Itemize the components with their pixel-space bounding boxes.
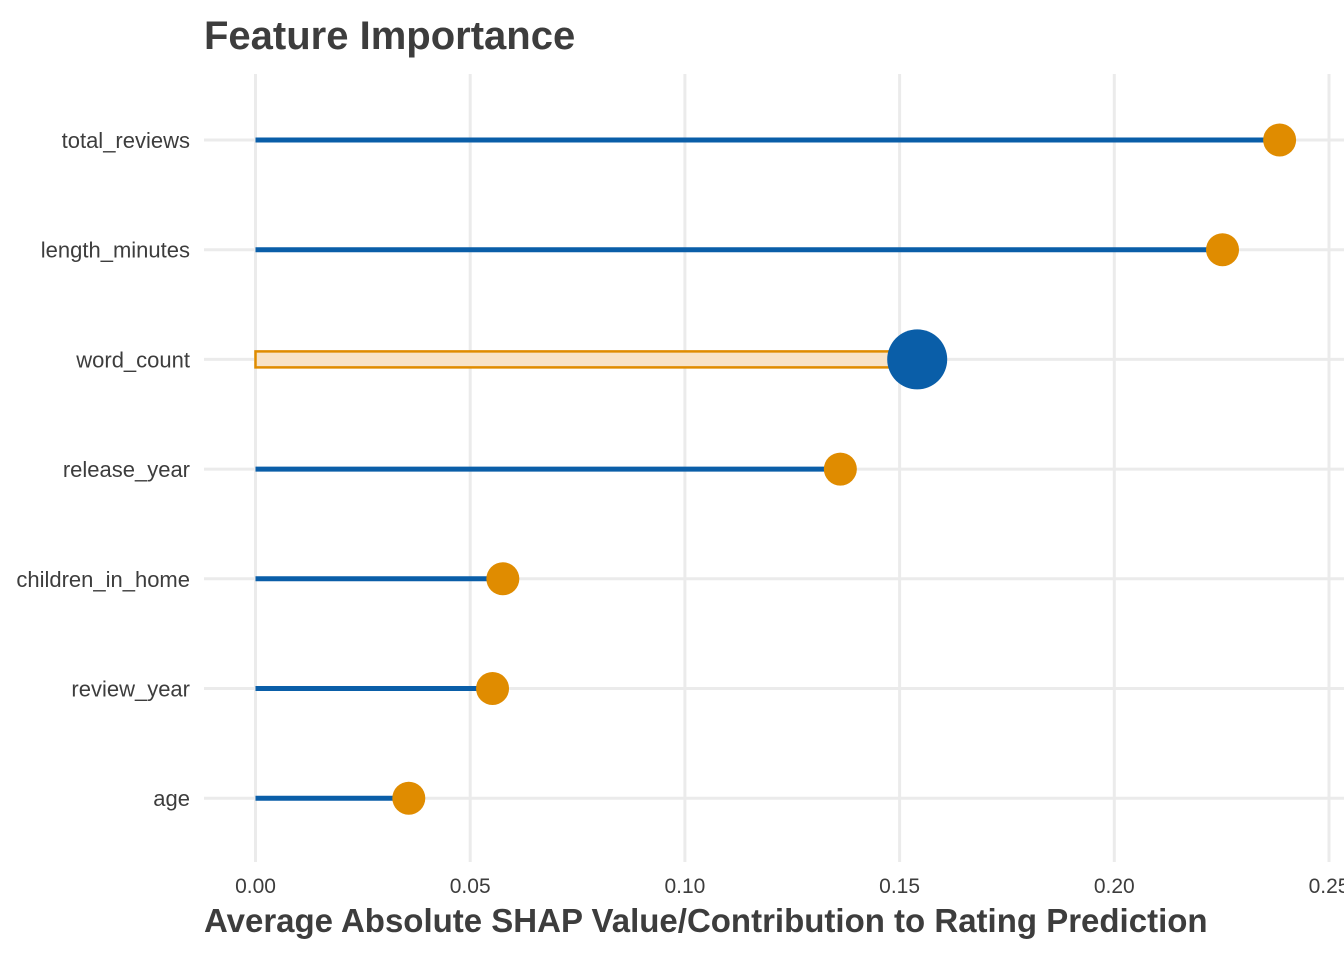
y-category-label: review_year bbox=[71, 677, 190, 702]
y-category-label: release_year bbox=[63, 457, 190, 482]
lollipop-point bbox=[392, 781, 426, 815]
chart-title: Feature Importance bbox=[204, 14, 575, 58]
lollipop-point bbox=[1206, 233, 1240, 267]
highlight-point bbox=[887, 329, 948, 390]
y-category-label: total_reviews bbox=[62, 128, 190, 153]
lollipop-point bbox=[476, 672, 510, 705]
highlight-bar bbox=[254, 350, 919, 369]
y-category-label: length_minutes bbox=[41, 238, 190, 263]
y-category-label: word_count bbox=[75, 347, 190, 372]
lollipop-point bbox=[486, 562, 520, 596]
x-tick-label: 0.20 bbox=[1094, 875, 1135, 898]
marks-layer bbox=[254, 123, 1297, 815]
lollipop-point bbox=[1263, 123, 1297, 157]
x-tick-label: 0.25 bbox=[1309, 875, 1344, 898]
x-tick-label: 0.00 bbox=[235, 875, 276, 898]
y-category-label: age bbox=[153, 786, 190, 811]
y-category-label: children_in_home bbox=[16, 567, 190, 592]
x-tick-label: 0.05 bbox=[450, 875, 491, 898]
x-axis-title: Average Absolute SHAP Value/Contribution… bbox=[204, 902, 1208, 939]
labels-layer: 0.00 0.05 0.10 0.15 0.20 0.25 total_reviewslen… bbox=[16, 128, 1344, 898]
lollipop-point bbox=[823, 452, 857, 486]
x-tick-label: 0.10 bbox=[664, 875, 705, 898]
x-tick-label: 0.15 bbox=[879, 875, 920, 898]
